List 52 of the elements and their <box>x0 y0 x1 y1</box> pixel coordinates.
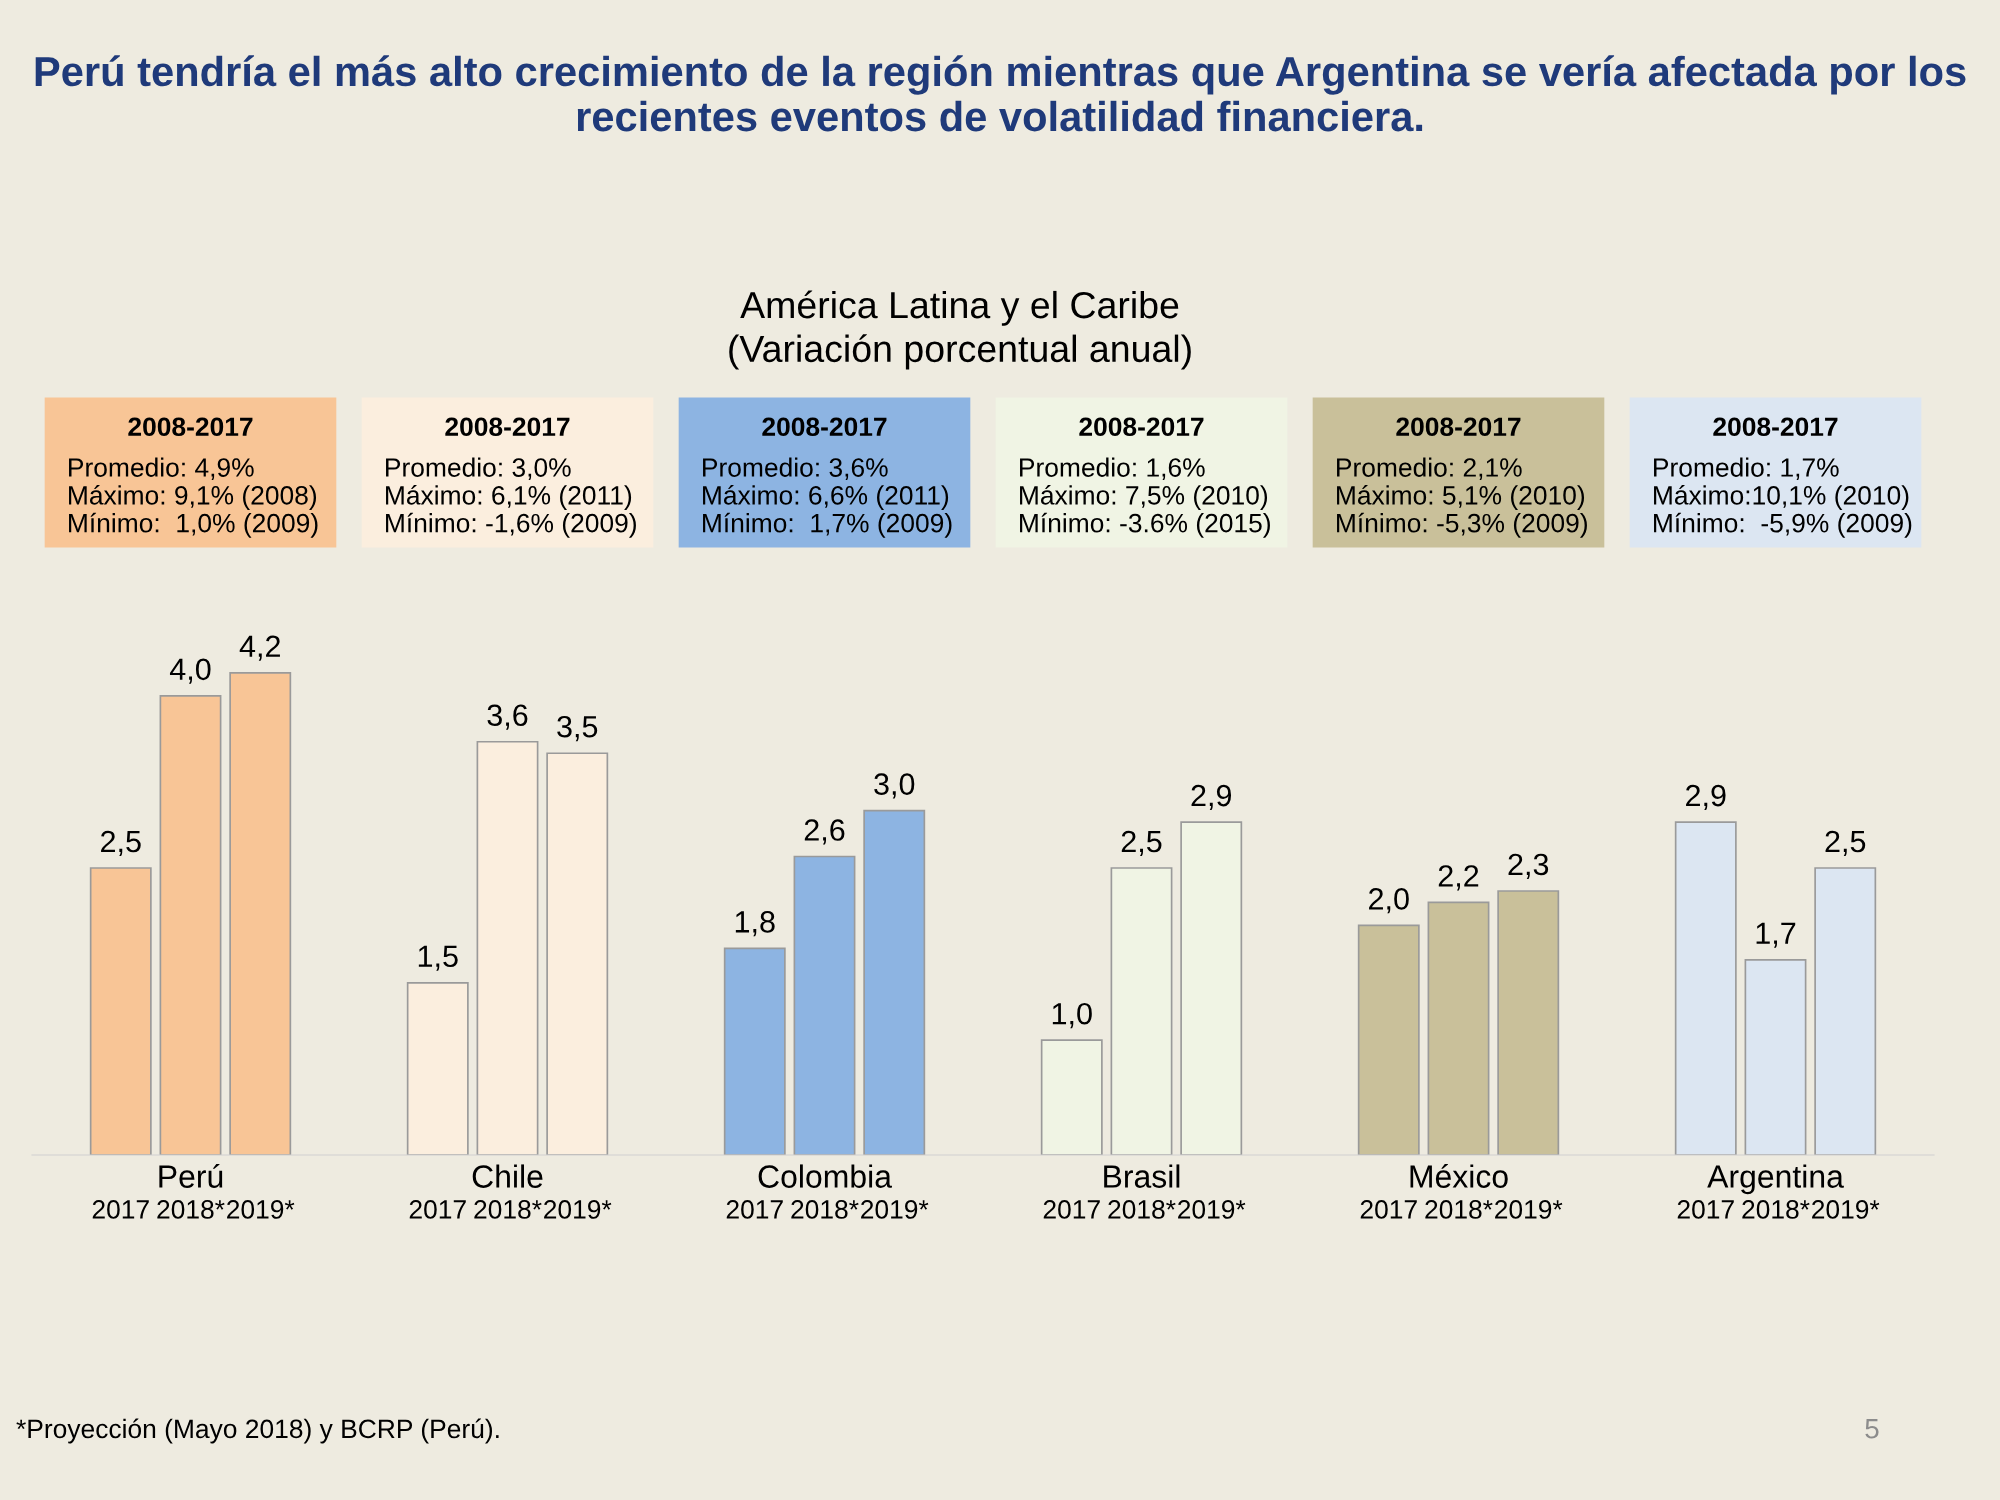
series-label: 2017 <box>92 1200 149 1219</box>
text: 2008-2017 Promedio: 4,9% Máximo: 9,1% (2008) Mínimo: 1,0% (2009) <box>69 417 318 538</box>
text: 2008-2017 Promedio: 2,1% Máximo: 5,1% (2010) Mínimo: -5,3% (2009) <box>1337 417 1587 538</box>
text: 2008-2017 Promedio: 1,6% Máximo: 7,5% (2010) Mínimo: -3.6% (2015) <box>1020 417 1270 538</box>
text: *Proyección (Mayo 2018) y BCRP (Perú). <box>16 1418 499 1444</box>
data-label: 2,6 <box>804 819 845 845</box>
data-label: 1,5 <box>418 945 458 971</box>
text: 2018* <box>1108 1200 1176 1219</box>
x-tick-label: Perú <box>159 1164 223 1188</box>
x-tick-label: Brasil <box>1104 1164 1180 1188</box>
text: 2017 <box>1360 1200 1417 1219</box>
x-tick-label: Argentina <box>1707 1164 1844 1195</box>
data-label: 3,6 <box>487 704 528 730</box>
text: 2008-2017 Promedio: 1,7% Máximo:10,1% (2010) Mínimo: -5,9% (2009) <box>1654 417 1912 538</box>
text: 2019* <box>1178 1200 1246 1219</box>
text: 2018* <box>1425 1200 1493 1219</box>
text: 2019* <box>227 1200 295 1219</box>
data-label: 2,5 <box>101 830 141 856</box>
text: 2008-2017 Promedio: 3,6% Máximo: 6,6% (2011) Mínimo: 1,7% (2009) <box>703 417 952 538</box>
data-label: 2,9 <box>1686 784 1726 811</box>
text: 2018* <box>157 1200 225 1219</box>
data-label: 1,7 <box>1756 922 1796 948</box>
text: 2018* <box>1742 1200 1810 1219</box>
data-label: 4,2 <box>239 635 280 661</box>
data-label: 2,0 <box>1369 888 1409 914</box>
text: 2017 <box>726 1200 783 1219</box>
data-label: 1,0 <box>1052 1002 1092 1029</box>
x-tick-label: México <box>1410 1164 1508 1188</box>
text: 2019* <box>1495 1200 1563 1219</box>
chart-subtitle: América Latina y el Caribe (Variación porcentual anual) <box>729 290 1191 370</box>
data-label: 1,8 <box>735 911 775 937</box>
data-label: 4,0 <box>169 658 211 684</box>
data-label: 2,3 <box>1508 853 1549 879</box>
chart-title: Perú tendría el más alto crecimiento de la región mientras que Argentina se vería afectada por los recientes eventos de volatilidad financiera. <box>35 55 1966 132</box>
text: 2019* <box>544 1200 612 1219</box>
text: 2017 <box>1677 1200 1734 1219</box>
text: 5 <box>1865 1419 1879 1439</box>
text: 2018* <box>474 1200 542 1219</box>
data-label: 2,5 <box>1825 830 1866 856</box>
data-label: 2,9 <box>1191 784 1232 811</box>
data-label: 2,2 <box>1438 865 1479 891</box>
series-label: 2019* <box>861 1200 929 1219</box>
data-label: 2,5 <box>1121 830 1162 856</box>
x-tick-label: Chile <box>472 1164 543 1188</box>
x-tick-label: Colombia <box>758 1164 892 1188</box>
text: 2017 <box>409 1200 466 1219</box>
series-label: 2018* <box>791 1200 859 1219</box>
data-label: 3,0 <box>874 773 915 799</box>
data-label: 3,5 <box>557 715 598 742</box>
text: 2019* <box>1812 1200 1880 1219</box>
text: 2008-2017 Promedio: 3,0% Máximo: 6,1% (2011) Mínimo: -1,6% (2009) <box>386 417 636 538</box>
text: 2017 <box>1043 1200 1100 1219</box>
